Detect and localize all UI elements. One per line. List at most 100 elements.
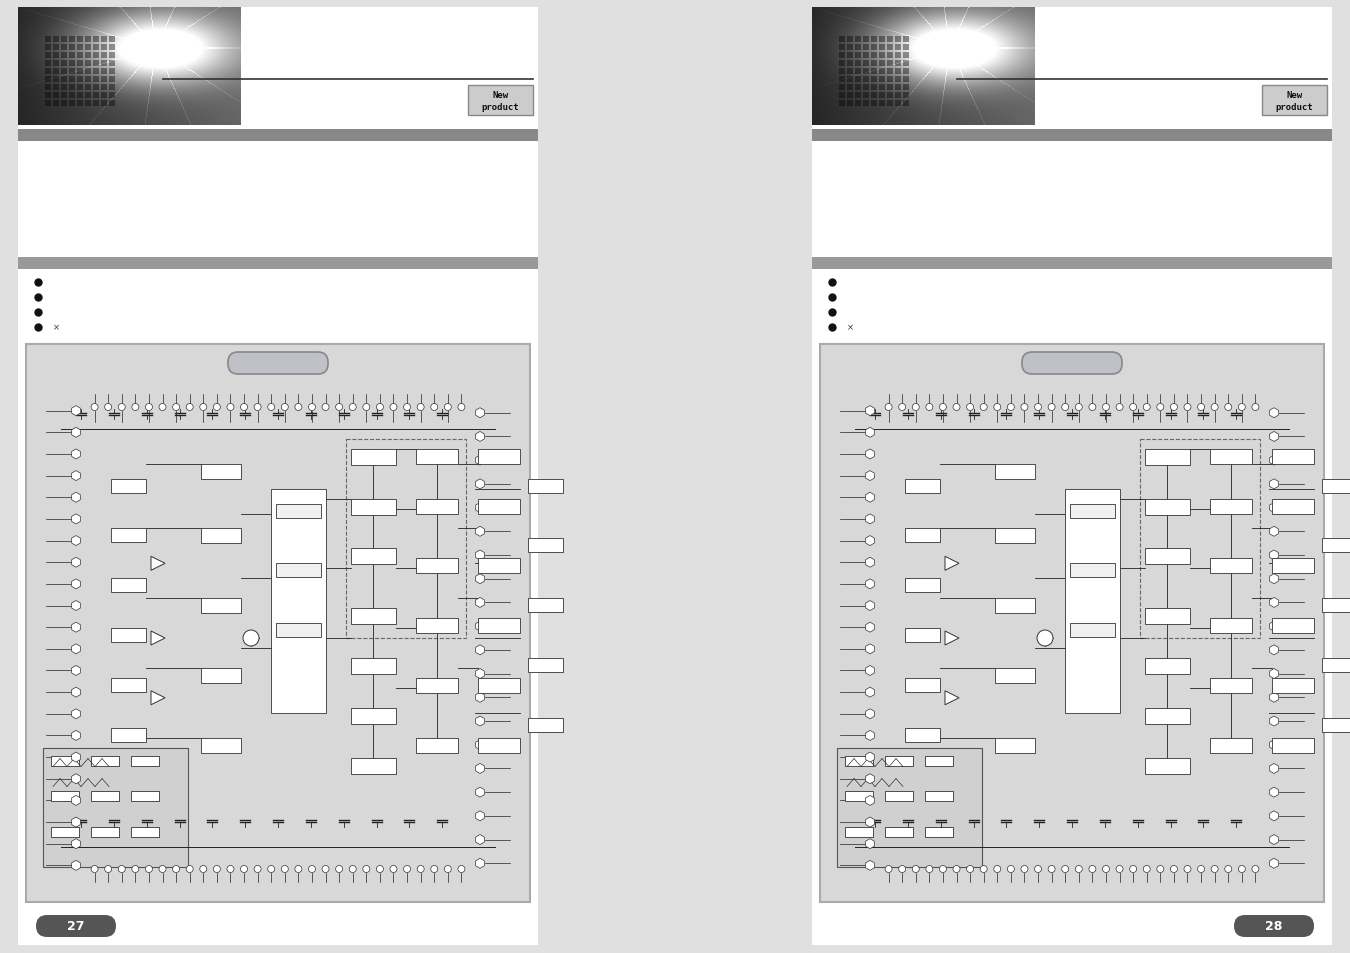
Ellipse shape	[1143, 865, 1150, 873]
Ellipse shape	[363, 404, 370, 411]
Ellipse shape	[132, 404, 139, 411]
Ellipse shape	[1130, 404, 1137, 411]
Polygon shape	[865, 536, 875, 546]
Bar	[1210, 449, 1251, 464]
Ellipse shape	[119, 404, 126, 411]
Ellipse shape	[377, 865, 383, 873]
Bar	[478, 679, 520, 693]
Ellipse shape	[200, 404, 207, 411]
Polygon shape	[865, 428, 875, 437]
Bar	[1210, 558, 1251, 574]
Bar	[478, 558, 520, 574]
Polygon shape	[1269, 835, 1278, 844]
Bar	[1145, 708, 1189, 724]
Ellipse shape	[1076, 404, 1083, 411]
Bar	[201, 598, 242, 614]
Polygon shape	[865, 644, 875, 654]
Bar	[904, 628, 940, 642]
Bar	[478, 738, 520, 753]
Polygon shape	[475, 503, 485, 513]
Bar	[1322, 598, 1350, 613]
Bar	[351, 549, 396, 565]
Ellipse shape	[146, 865, 153, 873]
Bar	[1272, 499, 1314, 514]
Polygon shape	[1269, 811, 1278, 821]
Polygon shape	[475, 787, 485, 798]
Polygon shape	[72, 471, 81, 481]
Bar	[1322, 659, 1350, 672]
Ellipse shape	[159, 404, 166, 411]
Ellipse shape	[1037, 630, 1053, 646]
Polygon shape	[865, 601, 875, 611]
Bar	[837, 748, 981, 867]
Ellipse shape	[243, 630, 259, 646]
Text: New: New	[1287, 91, 1303, 99]
Ellipse shape	[186, 865, 193, 873]
Bar	[111, 679, 146, 692]
Polygon shape	[865, 493, 875, 503]
Bar	[201, 738, 242, 753]
Ellipse shape	[1021, 865, 1027, 873]
Ellipse shape	[1103, 404, 1110, 411]
Bar	[416, 738, 458, 753]
Bar	[1145, 608, 1189, 624]
Bar	[275, 504, 321, 518]
Polygon shape	[1269, 551, 1278, 560]
Ellipse shape	[1224, 404, 1231, 411]
Ellipse shape	[1130, 865, 1137, 873]
Bar	[904, 479, 940, 493]
Bar	[90, 756, 119, 766]
Polygon shape	[865, 558, 875, 568]
Bar	[351, 608, 396, 624]
Polygon shape	[475, 645, 485, 655]
Ellipse shape	[1224, 865, 1231, 873]
Ellipse shape	[444, 404, 451, 411]
Bar	[1322, 718, 1350, 732]
Bar	[1145, 449, 1189, 465]
Ellipse shape	[953, 865, 960, 873]
Polygon shape	[72, 601, 81, 611]
Ellipse shape	[1184, 404, 1191, 411]
Bar	[528, 598, 563, 613]
Bar	[131, 792, 159, 801]
Polygon shape	[475, 527, 485, 537]
Bar	[925, 827, 953, 838]
Polygon shape	[1269, 598, 1278, 608]
Bar	[111, 578, 146, 593]
Ellipse shape	[1197, 404, 1204, 411]
Polygon shape	[151, 691, 165, 705]
Polygon shape	[1269, 763, 1278, 774]
Ellipse shape	[886, 865, 892, 873]
Bar	[845, 756, 873, 766]
Polygon shape	[475, 621, 485, 632]
Polygon shape	[475, 835, 485, 844]
Ellipse shape	[1076, 865, 1083, 873]
Polygon shape	[475, 717, 485, 726]
Polygon shape	[72, 450, 81, 459]
Bar	[18, 257, 539, 270]
Ellipse shape	[294, 865, 302, 873]
Text: New: New	[493, 91, 509, 99]
Ellipse shape	[899, 865, 906, 873]
Bar	[111, 529, 146, 543]
Polygon shape	[945, 557, 958, 571]
Bar	[111, 479, 146, 493]
Ellipse shape	[146, 404, 153, 411]
Bar	[90, 792, 119, 801]
Bar	[1145, 549, 1189, 565]
Ellipse shape	[926, 404, 933, 411]
Ellipse shape	[213, 404, 220, 411]
Bar	[1272, 738, 1314, 753]
Ellipse shape	[1251, 865, 1260, 873]
Polygon shape	[475, 693, 485, 702]
Bar	[1071, 504, 1115, 518]
Bar	[811, 257, 1332, 270]
Bar	[528, 659, 563, 672]
Ellipse shape	[240, 865, 247, 873]
Polygon shape	[1269, 432, 1278, 442]
Ellipse shape	[390, 865, 397, 873]
Polygon shape	[945, 631, 958, 645]
Bar	[18, 130, 539, 142]
Text: 27: 27	[68, 920, 85, 933]
Bar	[819, 345, 1324, 902]
